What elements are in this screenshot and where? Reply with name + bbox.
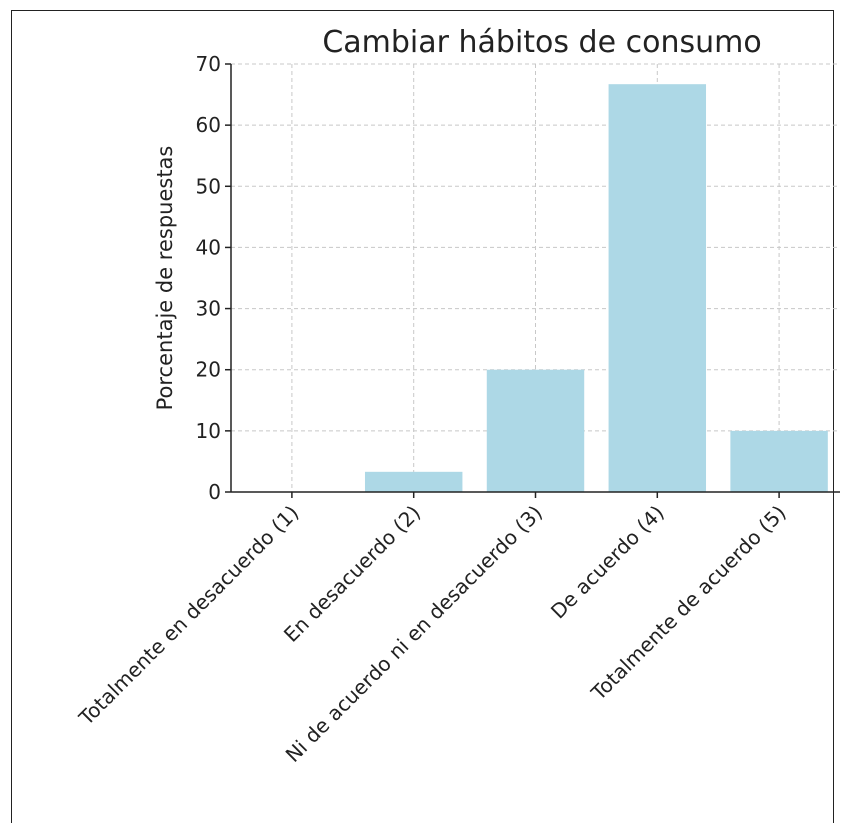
x-tick-label: Ni de acuerdo ni en desacuerdo (3): [281, 501, 547, 767]
y-tick-label: 50: [196, 174, 221, 198]
y-tick-label: 40: [196, 235, 221, 259]
bars: [364, 84, 828, 493]
y-tick-label: 60: [196, 113, 221, 137]
y-tick-label: 20: [196, 358, 221, 382]
x-tick-label: En desacuerdo (2): [279, 501, 425, 647]
y-tick-label: 30: [196, 297, 221, 321]
y-tick-label: 70: [196, 52, 221, 76]
bar: [486, 369, 585, 492]
x-ticks: Totalmente en desacuerdo (1)En desacuerd…: [74, 492, 791, 767]
x-tick-label: Totalmente de acuerdo (5): [586, 501, 791, 706]
y-axis-label: Porcentaje de respuestas: [153, 146, 177, 411]
bar: [364, 471, 463, 492]
x-tick-label: De acuerdo (4): [546, 501, 669, 624]
bar: [608, 84, 707, 493]
y-ticks: 0 10 20 30 40 50 60 70: [196, 52, 231, 504]
chart-title: Cambiar hábitos de consumo: [322, 25, 761, 60]
x-tick-label: Totalmente en desacuerdo (1): [74, 501, 304, 731]
y-tick-label: 0: [208, 480, 221, 504]
y-tick-label: 10: [196, 419, 221, 443]
bar: [730, 430, 828, 492]
